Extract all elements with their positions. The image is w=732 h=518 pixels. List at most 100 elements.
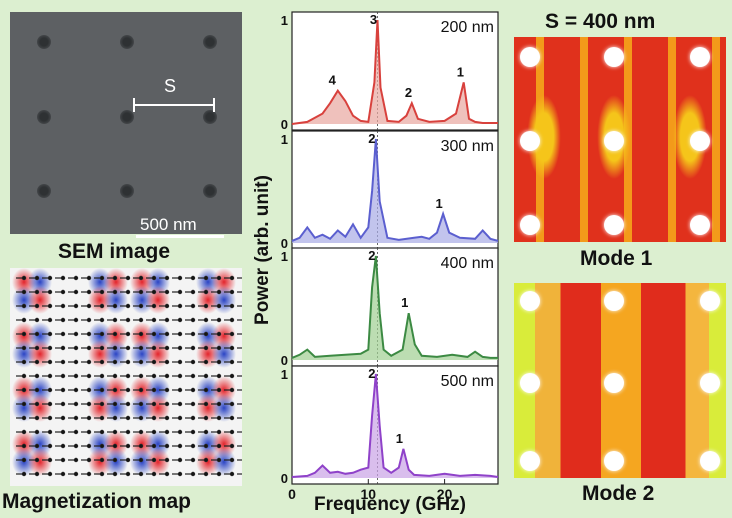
- moment-arrowhead: [229, 373, 235, 379]
- moment-arrowhead: [99, 443, 105, 449]
- moment-arrowhead: [73, 359, 79, 365]
- map-hole: [604, 131, 624, 151]
- moment-arrowhead: [47, 275, 53, 281]
- moment-arrowhead: [190, 331, 196, 337]
- moment-arrowhead: [229, 289, 235, 295]
- moment-arrowhead: [203, 429, 209, 435]
- map-hole: [604, 291, 624, 311]
- map-hole: [604, 451, 624, 471]
- moment-arrowhead: [190, 359, 196, 365]
- y-tick-label: 1: [281, 367, 288, 382]
- moment-arrowhead: [151, 415, 157, 421]
- moment-arrowhead: [229, 471, 235, 477]
- moment-arrowhead: [86, 387, 92, 393]
- moment-arrowhead: [86, 303, 92, 309]
- moment-arrowhead: [216, 401, 222, 407]
- moment-arrowhead: [216, 373, 222, 379]
- magnetization-map: [10, 268, 242, 486]
- peak-label: 4: [329, 73, 337, 88]
- mode-2-map: [514, 283, 726, 478]
- moment-arrowhead: [112, 415, 118, 421]
- magnetization-blob: [104, 340, 128, 368]
- magnetization-blob: [28, 448, 52, 476]
- moment-arrowhead: [47, 401, 53, 407]
- moment-arrowhead: [190, 289, 196, 295]
- moment-arrowhead: [203, 303, 209, 309]
- moment-arrowhead: [86, 345, 92, 351]
- sem-hole: [37, 184, 51, 198]
- moment-arrowhead: [86, 317, 92, 323]
- moment-arrowhead: [73, 443, 79, 449]
- sem-caption: SEM image: [58, 240, 171, 263]
- moment-arrowhead: [229, 275, 235, 281]
- moment-arrowhead: [73, 471, 79, 477]
- moment-arrowhead: [60, 429, 66, 435]
- moment-arrowhead: [86, 415, 92, 421]
- moment-arrowhead: [86, 471, 92, 477]
- map-hole: [604, 47, 624, 67]
- moment-arrowhead: [60, 415, 66, 421]
- moment-arrowhead: [73, 345, 79, 351]
- moment-arrowhead: [86, 289, 92, 295]
- moment-arrowhead: [164, 429, 170, 435]
- moment-arrowhead: [86, 359, 92, 365]
- moment-arrowhead: [164, 331, 170, 337]
- moment-arrowhead: [125, 415, 131, 421]
- moment-arrowhead: [99, 289, 105, 295]
- moment-arrowhead: [34, 387, 40, 393]
- moment-arrowhead: [73, 387, 79, 393]
- moment-arrowhead: [190, 303, 196, 309]
- moment-arrowhead: [203, 359, 209, 365]
- moment-arrowhead: [151, 387, 157, 393]
- moment-arrowhead: [125, 359, 131, 365]
- moment-arrowhead: [190, 471, 196, 477]
- moment-arrowhead: [73, 415, 79, 421]
- moment-arrowhead: [216, 275, 222, 281]
- spacing-arrow: [133, 98, 215, 112]
- moment-arrowhead: [229, 443, 235, 449]
- moment-arrowhead: [138, 317, 144, 323]
- sem-hole: [120, 184, 134, 198]
- moment-arrowhead: [21, 289, 27, 295]
- moment-arrowhead: [21, 275, 27, 281]
- moment-arrowhead: [216, 303, 222, 309]
- moment-arrowhead: [125, 429, 131, 435]
- map-hole: [604, 215, 624, 235]
- moment-arrowhead: [151, 345, 157, 351]
- moment-arrowhead: [151, 471, 157, 477]
- moment-arrowhead: [73, 457, 79, 463]
- moment-arrowhead: [112, 373, 118, 379]
- moment-arrowhead: [177, 387, 183, 393]
- moment-arrowhead: [229, 303, 235, 309]
- moment-arrowhead: [190, 415, 196, 421]
- moment-arrowhead: [190, 457, 196, 463]
- moment-arrowhead: [21, 373, 27, 379]
- sem-hole: [120, 35, 134, 49]
- moment-arrowhead: [47, 415, 53, 421]
- moment-arrowhead: [99, 429, 105, 435]
- moment-arrowhead: [125, 471, 131, 477]
- y-tick-label: 1: [281, 13, 288, 28]
- moment-arrowhead: [216, 415, 222, 421]
- magnetization-blob: [146, 448, 170, 476]
- moment-arrowhead: [138, 373, 144, 379]
- moment-arrowhead: [99, 275, 105, 281]
- moment-arrowhead: [47, 471, 53, 477]
- moment-arrowhead: [73, 275, 79, 281]
- moment-arrowhead: [125, 289, 131, 295]
- magnetization-blob: [28, 340, 52, 368]
- moment-arrowhead: [138, 387, 144, 393]
- moment-arrowhead: [60, 471, 66, 477]
- moment-arrowhead: [190, 317, 196, 323]
- moment-arrowhead: [125, 457, 131, 463]
- moment-arrowhead: [60, 387, 66, 393]
- moment-arrowhead: [47, 317, 53, 323]
- moment-arrowhead: [164, 317, 170, 323]
- scale-bar: [136, 235, 224, 238]
- moment-arrowhead: [164, 275, 170, 281]
- moment-arrowhead: [21, 471, 27, 477]
- moment-arrowhead: [138, 289, 144, 295]
- scale-bar-label: 500 nm: [140, 215, 197, 234]
- peak-label: 1: [435, 196, 442, 211]
- moment-arrowhead: [60, 443, 66, 449]
